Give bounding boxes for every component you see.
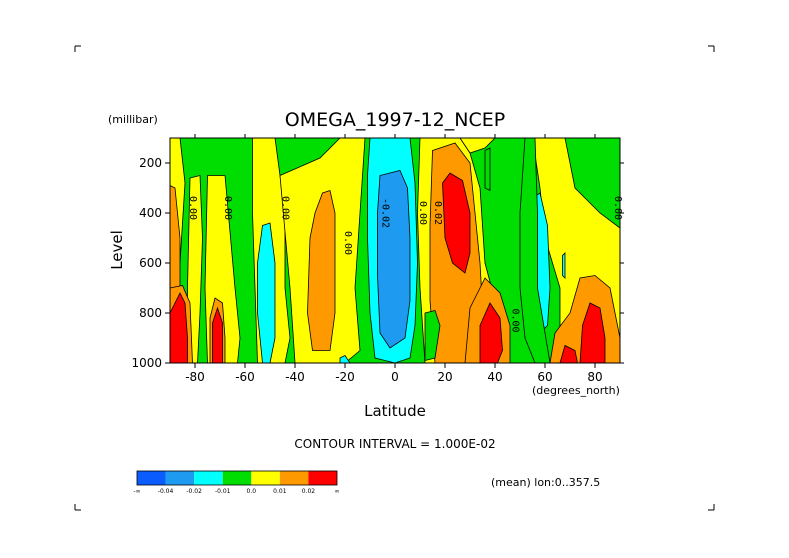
contour-label: 0.00	[510, 308, 521, 332]
contour-region	[459, 138, 496, 154]
legend-swatch	[279, 471, 309, 485]
legend-label: ∞	[335, 488, 340, 495]
legend-label: -∞	[133, 488, 140, 495]
crop-mark-bottom-left	[74, 504, 81, 511]
contour-region	[442, 172, 471, 274]
contour-label: 0.00	[222, 196, 233, 220]
contour-region	[579, 302, 606, 363]
legend-label: 0.01	[273, 488, 287, 495]
y-axis-label: Level	[108, 230, 126, 270]
contour-region	[377, 170, 411, 349]
y-tick-label: 400	[139, 206, 162, 220]
y-tick-label: 200	[139, 156, 162, 170]
mean-longitude-text: (mean) lon:0..357.5	[491, 476, 600, 489]
y-tick-label: 600	[139, 256, 162, 270]
x-tick-label: 80	[587, 370, 602, 384]
crop-mark-top-left	[74, 45, 81, 52]
contour-region	[170, 185, 181, 314]
crop-marks	[74, 45, 715, 511]
contour-label: 0.00	[187, 196, 198, 220]
crop-mark-top-right	[708, 45, 715, 52]
contour-region	[339, 354, 351, 363]
contour-label: 0.00	[342, 231, 353, 255]
color-legend: -∞ -0.04 -0.02 -0.01 0.0 0.01 0.02 ∞	[133, 470, 340, 495]
contour-region	[212, 306, 223, 363]
x-tick-label: 0	[391, 370, 399, 384]
legend-swatch	[137, 471, 166, 485]
contour-region	[257, 222, 276, 363]
legend-label: -0.01	[215, 488, 231, 495]
legend-swatch	[222, 471, 252, 485]
contour-label: 0.02	[432, 201, 443, 225]
y-tick-label: 1000	[131, 356, 162, 370]
contour-region	[484, 147, 491, 192]
contour-region	[519, 138, 551, 363]
contour-label: 0.00	[417, 201, 428, 225]
contour-region	[479, 302, 503, 363]
legend-label: 0.02	[302, 488, 316, 495]
y-tick-label: 800	[139, 306, 162, 320]
legend-label: -0.02	[186, 488, 202, 495]
x-tick-label: -60	[235, 370, 255, 384]
contour-region	[307, 189, 336, 351]
x-tick-label: -20	[335, 370, 355, 384]
contour-label: 0.00	[280, 196, 291, 220]
legend-label: 0.0	[247, 488, 257, 495]
x-tick-label: 20	[437, 370, 452, 384]
legend-swatch	[165, 471, 195, 485]
x-tick-label: -80	[185, 370, 205, 384]
contour-region	[562, 252, 566, 279]
legend-label: -0.04	[158, 488, 174, 495]
chart-title: OMEGA_1997-12_NCEP	[285, 109, 505, 131]
legend-swatch	[251, 471, 280, 485]
contour-region	[424, 310, 441, 362]
x-unit-label: (degrees_north)	[532, 384, 620, 397]
contour-region	[559, 344, 578, 363]
y-axis-ticks: 200 400 600 800 1000	[131, 156, 624, 370]
legend-swatch	[308, 471, 337, 485]
legend-swatch	[194, 471, 223, 485]
x-tick-label: 60	[537, 370, 552, 384]
x-tick-label: 40	[487, 370, 502, 384]
x-axis-ticks: -80 -60 -40 -20 0 20 40 60 80	[185, 134, 603, 384]
x-axis-label: Latitude	[364, 402, 426, 420]
contour-interval-text: CONTOUR INTERVAL = 1.000E-02	[294, 437, 495, 451]
plot-area	[170, 138, 620, 363]
crop-mark-bottom-right	[708, 504, 715, 511]
x-tick-label: -40	[285, 370, 305, 384]
y-unit-label: (millibar)	[108, 113, 158, 126]
contour-labels: 0.00 0.00 0.00 0.00 -0.02 0.00 0.02 0.00 0.00	[187, 196, 623, 333]
contour-label: -0.02	[380, 198, 391, 228]
contour-label: 0.00	[612, 196, 623, 220]
legend-frame	[136, 470, 338, 486]
contour-region	[170, 292, 188, 363]
